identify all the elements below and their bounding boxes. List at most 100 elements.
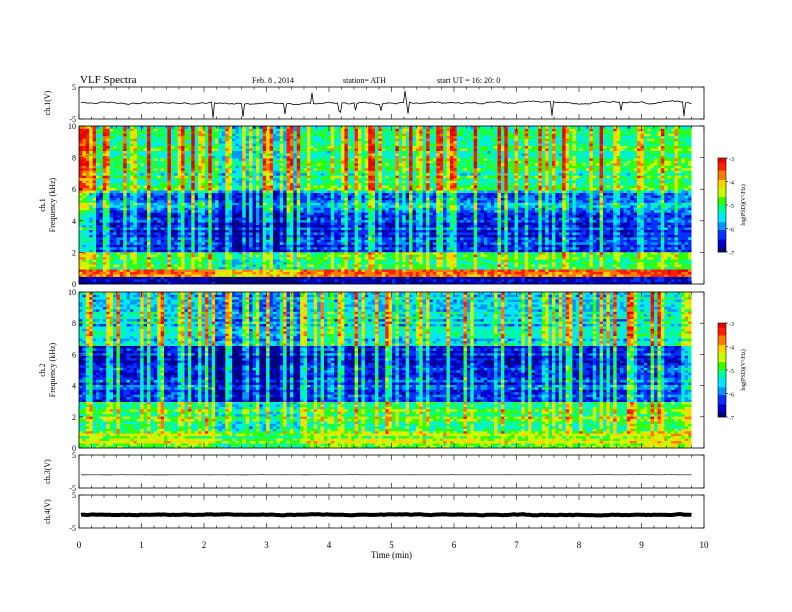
spec1-cell bbox=[157, 276, 161, 280]
spec1-cell bbox=[204, 180, 209, 184]
spec1-cell bbox=[296, 135, 301, 139]
spec1-cell bbox=[293, 259, 298, 263]
spec1-cell bbox=[313, 259, 318, 263]
spec1-cell bbox=[170, 251, 175, 255]
spec1-cell bbox=[296, 197, 301, 201]
spec1-cell bbox=[306, 143, 311, 147]
spec1-cell bbox=[96, 140, 100, 144]
spec1-cell bbox=[96, 160, 100, 164]
spec1-cell bbox=[249, 182, 253, 186]
spec1-cell bbox=[126, 197, 131, 201]
spec1-cell bbox=[92, 185, 97, 189]
spec1-cell bbox=[317, 185, 321, 189]
spec1-cell bbox=[194, 135, 199, 139]
spec1-cell bbox=[303, 232, 308, 235]
spec1-cell bbox=[136, 207, 141, 211]
spec1-cell bbox=[249, 158, 253, 161]
spec1-cell bbox=[259, 242, 264, 245]
spec1-cell bbox=[334, 140, 338, 144]
spec1-cell bbox=[310, 177, 315, 181]
spec1-cell bbox=[136, 222, 141, 226]
spec1-cell bbox=[262, 192, 267, 196]
spec1-cell bbox=[300, 266, 304, 270]
spec1-cell bbox=[300, 234, 304, 238]
spec1-cell bbox=[187, 158, 192, 161]
spec1-cell bbox=[116, 200, 121, 203]
spec1-cell bbox=[204, 153, 209, 156]
spec1-cell bbox=[252, 170, 257, 174]
spec1-cell bbox=[109, 155, 114, 159]
spec1-cell bbox=[235, 135, 240, 139]
spec1-cell bbox=[130, 180, 134, 184]
spec1-cell bbox=[204, 202, 209, 206]
spec1-cell bbox=[276, 143, 281, 147]
spec1-cell bbox=[276, 251, 281, 255]
spec1-cell bbox=[320, 145, 325, 149]
spec1-cell bbox=[181, 128, 185, 132]
spec1-cell bbox=[334, 190, 338, 193]
spec1-cell bbox=[174, 155, 178, 159]
spec1-cell bbox=[300, 205, 304, 208]
spec1-cell bbox=[245, 246, 250, 250]
spec1-cell bbox=[289, 219, 294, 223]
spec1-cell bbox=[327, 135, 332, 139]
spec1-cell bbox=[272, 195, 277, 198]
spec1-cell bbox=[92, 261, 97, 265]
spec1-cell bbox=[262, 209, 267, 213]
spec1-cell bbox=[126, 232, 131, 235]
spec1-cell bbox=[153, 261, 158, 265]
spec1-cell bbox=[306, 138, 311, 142]
spec1-cell bbox=[269, 197, 274, 201]
spec1-cell bbox=[242, 185, 247, 189]
spec1-cell bbox=[170, 279, 175, 282]
spec1-cell bbox=[85, 187, 90, 191]
spec1-cell bbox=[153, 138, 158, 142]
spec1-cell bbox=[191, 217, 195, 221]
spec1-cell bbox=[235, 177, 240, 181]
spec1-cell bbox=[218, 281, 223, 285]
spec1-cell bbox=[140, 281, 144, 285]
spec1-cell bbox=[79, 271, 83, 275]
spec1-cell bbox=[174, 145, 178, 149]
spec1-cell bbox=[296, 217, 301, 221]
spec1-cell bbox=[255, 165, 260, 169]
spec1-cell bbox=[303, 217, 308, 221]
spec1-cell bbox=[266, 140, 270, 144]
spec1-cell bbox=[259, 239, 264, 243]
spec1-cell bbox=[136, 175, 141, 179]
spec1-cell bbox=[164, 212, 168, 216]
spec1-cell bbox=[191, 246, 195, 250]
spec1-cell bbox=[266, 274, 270, 277]
spec1-cell bbox=[170, 237, 175, 240]
spec1-cell bbox=[170, 158, 175, 161]
spec1-cell bbox=[113, 200, 117, 203]
spec1-cell bbox=[184, 202, 189, 206]
spec1-cell bbox=[238, 192, 243, 196]
spec1-cell bbox=[255, 237, 260, 240]
spec1-cell bbox=[79, 167, 83, 171]
spec1-cell bbox=[99, 202, 104, 206]
spec1-cell bbox=[136, 279, 141, 282]
spec1-cell bbox=[211, 187, 216, 191]
spec1-cell bbox=[232, 276, 236, 280]
spec1-cell bbox=[266, 160, 270, 164]
spec1-cell bbox=[85, 185, 90, 189]
spec1-cell bbox=[201, 143, 206, 147]
spec1-cell bbox=[255, 128, 260, 132]
spec1-cell bbox=[113, 261, 117, 265]
spec1-cell bbox=[252, 148, 257, 151]
spec1-cell bbox=[303, 200, 308, 203]
spec1-cell bbox=[79, 163, 83, 166]
spec1-cell bbox=[126, 138, 131, 142]
spec1-cell bbox=[106, 212, 110, 216]
spec1-cell bbox=[211, 192, 216, 196]
spec1-cell bbox=[262, 172, 267, 176]
spec1-cell bbox=[228, 190, 233, 193]
spec1-cell bbox=[330, 232, 335, 235]
spec1-cell bbox=[191, 202, 195, 206]
spec1-cell bbox=[123, 148, 127, 151]
spec1-cell bbox=[181, 202, 185, 206]
spec1-cell bbox=[143, 259, 148, 263]
spec1-cell bbox=[330, 239, 335, 243]
spec1-cell bbox=[164, 128, 168, 132]
